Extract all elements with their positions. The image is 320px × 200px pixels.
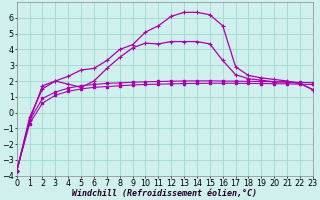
X-axis label: Windchill (Refroidissement éolien,°C): Windchill (Refroidissement éolien,°C): [72, 189, 257, 198]
